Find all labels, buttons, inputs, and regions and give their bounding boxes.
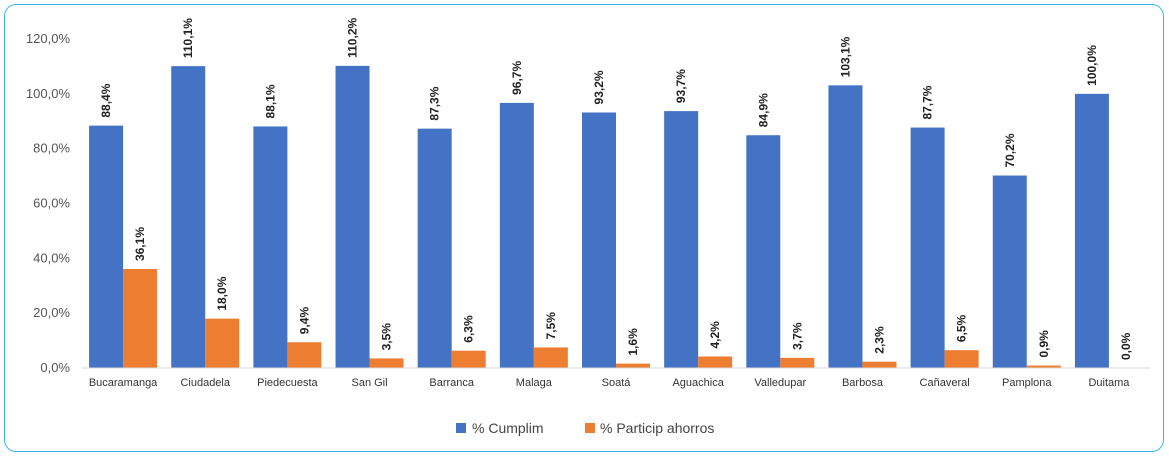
data-label-cumplim: 96,7%: [510, 61, 524, 95]
y-tick-label: 20,0%: [33, 305, 70, 320]
data-label-cumplim: 84,9%: [756, 93, 770, 127]
legend-label-particip-ahorros: % Particip ahorros: [600, 420, 714, 436]
data-label-particip-ahorros: 9,4%: [297, 307, 311, 335]
data-label-cumplim: 103,1%: [838, 36, 852, 77]
data-label-cumplim: 93,7%: [674, 69, 688, 103]
x-tick-label: Ciudadela: [180, 377, 230, 389]
y-tick-label: 0,0%: [40, 360, 70, 375]
legend-swatch-cumplim: [456, 423, 466, 433]
bar-particip-ahorros: [205, 319, 239, 368]
data-label-particip-ahorros: 3,7%: [790, 322, 804, 350]
y-axis: 0,0% 20,0% 40,0% 60,0% 80,0% 100,0% 120,0%: [26, 31, 71, 375]
bar-particip-ahorros: [945, 350, 979, 368]
data-label-cumplim: 87,7%: [921, 85, 935, 119]
data-label-particip-ahorros: 6,5%: [955, 314, 969, 342]
x-tick-label: Soatá: [602, 377, 632, 389]
x-tick-label: Barbosa: [842, 377, 884, 389]
data-label-cumplim: 88,4%: [99, 83, 113, 117]
bar-cumplim: [171, 66, 205, 368]
x-tick-label: Duitama: [1088, 377, 1130, 389]
bar-cumplim: [911, 128, 945, 368]
x-tick-label: Valledupar: [754, 377, 806, 389]
x-tick-label: San Gil: [351, 377, 387, 389]
data-label-particip-ahorros: 0,0%: [1119, 332, 1133, 360]
data-label-cumplim: 87,3%: [428, 86, 442, 120]
x-tick-label: Piedecuesta: [257, 377, 318, 389]
y-tick-label: 80,0%: [33, 141, 70, 156]
bar-cumplim: [418, 129, 452, 368]
bar-particip-ahorros: [287, 342, 321, 368]
data-label-cumplim: 88,1%: [263, 84, 277, 118]
y-tick-label: 100,0%: [26, 86, 71, 101]
data-label-particip-ahorros: 6,3%: [462, 315, 476, 343]
y-tick-label: 40,0%: [33, 250, 70, 265]
legend: % Cumplim % Particip ahorros: [456, 420, 714, 436]
data-label-particip-ahorros: 0,9%: [1037, 330, 1051, 358]
bar-cumplim: [664, 111, 698, 368]
x-tick-label: Malaga: [516, 377, 553, 389]
data-label-particip-ahorros: 7,5%: [544, 312, 558, 340]
x-tick-label: Pamplona: [1002, 377, 1052, 389]
bar-cumplim: [828, 85, 862, 368]
data-label-cumplim: 70,2%: [1003, 133, 1017, 167]
data-label-particip-ahorros: 2,3%: [872, 326, 886, 354]
data-label-particip-ahorros: 3,5%: [380, 323, 394, 351]
bar-particip-ahorros: [862, 362, 896, 368]
bar-cumplim: [1075, 94, 1109, 368]
data-label-cumplim: 93,2%: [592, 70, 606, 104]
x-tick-label: Cañaveral: [920, 377, 970, 389]
bar-cumplim: [582, 112, 616, 368]
bar-particip-ahorros: [698, 356, 732, 368]
x-tick-label: Aguachica: [672, 377, 724, 389]
data-label-particip-ahorros: 1,6%: [626, 328, 640, 356]
bar-cumplim: [993, 176, 1027, 368]
bar-particip-ahorros: [534, 347, 568, 368]
data-label-cumplim: 110,2%: [346, 18, 360, 58]
legend-label-cumplim: % Cumplim: [472, 420, 544, 436]
data-label-particip-ahorros: 18,0%: [215, 276, 229, 310]
x-tick-label: Bucaramanga: [89, 377, 158, 389]
bar-particip-ahorros: [780, 358, 814, 368]
x-tick-label: Barranca: [429, 377, 475, 389]
y-tick-label: 120,0%: [26, 31, 71, 46]
bar-particip-ahorros: [370, 358, 404, 368]
data-label-particip-ahorros: 36,1%: [133, 227, 147, 261]
data-label-cumplim: 110,1%: [181, 18, 195, 58]
bar-particip-ahorros: [452, 351, 486, 368]
bar-cumplim: [500, 103, 534, 368]
bar-cumplim: [89, 126, 123, 368]
legend-swatch-particip-ahorros: [585, 423, 595, 433]
data-label-cumplim: 100,0%: [1085, 45, 1099, 86]
bar-cumplim: [253, 126, 287, 368]
y-tick-label: 60,0%: [33, 196, 70, 211]
bar-particip-ahorros: [616, 364, 650, 368]
bar-cumplim: [746, 135, 780, 368]
bar-particip-ahorros: [123, 269, 157, 368]
bar-cumplim: [336, 66, 370, 368]
x-axis: Bucaramanga Ciudadela Piedecuesta San Gil Ba…: [82, 368, 1150, 389]
data-label-particip-ahorros: 4,2%: [708, 321, 722, 349]
